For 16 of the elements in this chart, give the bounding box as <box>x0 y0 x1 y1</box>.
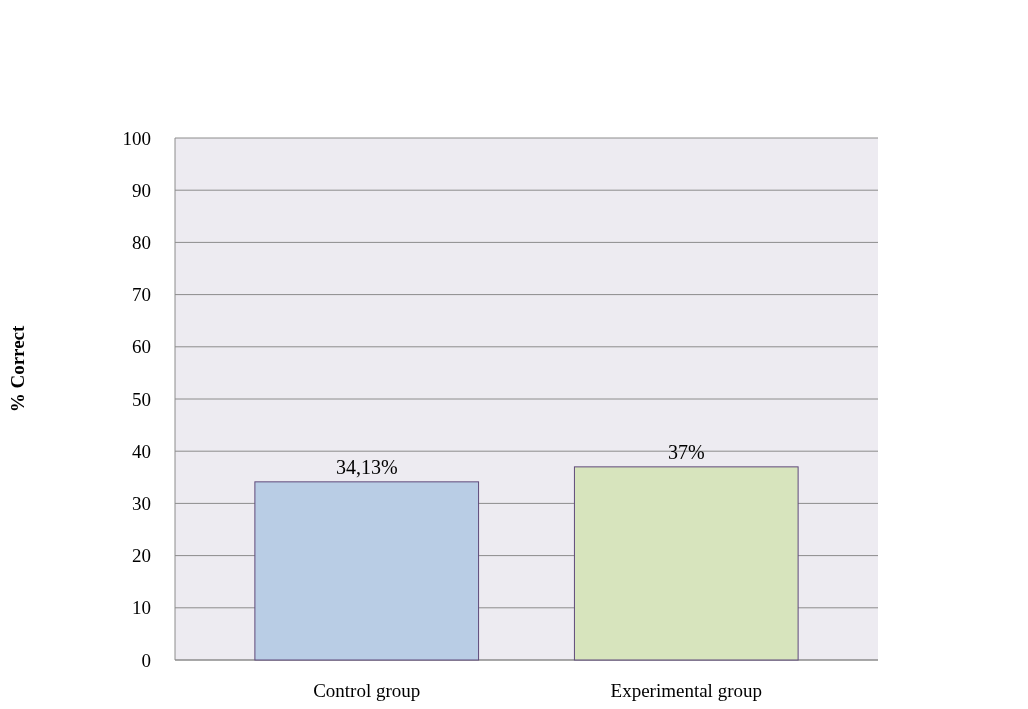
y-tick-label: 60 <box>132 336 151 358</box>
x-tick-label: Control group <box>313 680 421 701</box>
y-tick-label: 20 <box>132 545 151 567</box>
y-tick-label: 30 <box>132 493 151 515</box>
y-tick-label: 100 <box>122 127 151 149</box>
y-tick-label: 40 <box>132 440 151 462</box>
y-tick-label: 70 <box>132 284 151 306</box>
y-tick-label: 90 <box>132 179 151 201</box>
y-tick-label: 10 <box>132 597 151 619</box>
data-label: 34,13% <box>335 455 398 478</box>
data-label: 37% <box>667 440 705 463</box>
y-tick-label: 50 <box>132 388 151 410</box>
x-tick-label: Experimental group <box>610 680 762 701</box>
y-tick-label: 0 <box>141 649 151 671</box>
y-tick-label: 80 <box>132 232 151 254</box>
y-axis-title: % Correct <box>7 324 28 413</box>
